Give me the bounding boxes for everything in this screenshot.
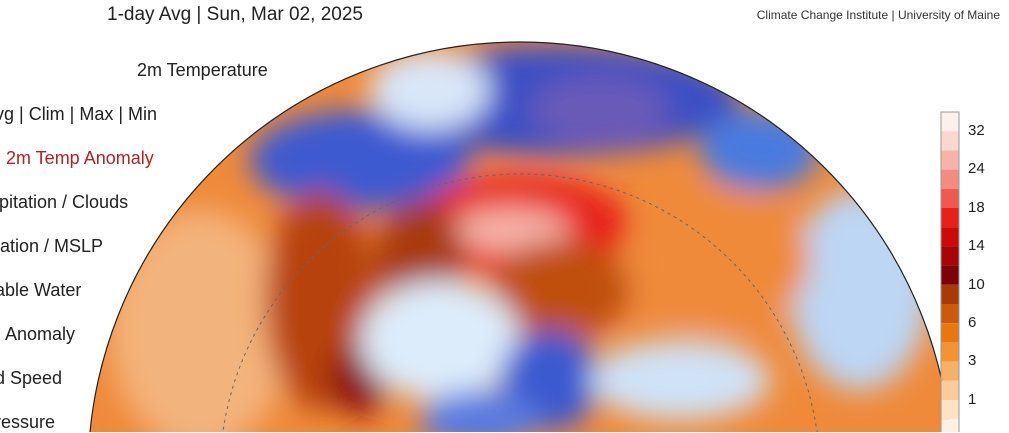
colorbar-label: 1 xyxy=(968,390,977,408)
colorbar-swatch xyxy=(941,419,959,432)
menu-item[interactable]: ressure xyxy=(0,412,56,432)
menu-item[interactable]: tation / MSLP xyxy=(0,236,104,256)
globe xyxy=(88,42,952,432)
colorbar-swatch xyxy=(941,323,959,343)
colorbar-frame xyxy=(940,111,960,432)
colorbar-label: 6 xyxy=(968,314,977,331)
colorbar-swatch xyxy=(941,361,959,381)
colorbar-label: 10 xyxy=(968,275,985,293)
colorbar-label: 14 xyxy=(968,237,985,255)
colorbar xyxy=(940,111,960,432)
colorbar-swatch xyxy=(941,208,959,228)
credit: Climate Change Institute | University of… xyxy=(756,8,1000,22)
colorbar-swatch xyxy=(941,304,959,324)
colorbar-swatch xyxy=(941,342,959,362)
colorbar-swatch xyxy=(941,169,959,189)
colorbar-swatch xyxy=(941,150,959,170)
colorbar-swatch xyxy=(941,131,959,151)
colorbar-label: 18 xyxy=(968,198,985,216)
menu-item[interactable]: Anomaly xyxy=(5,324,76,344)
colorbar-swatch xyxy=(941,227,959,247)
menu-item[interactable]: vg | Clim | Max | Min xyxy=(0,104,158,124)
menu-item[interactable]: 2m Temp Anomaly xyxy=(6,148,154,168)
colorbar-swatch xyxy=(941,380,959,400)
subtitle: 1-day Avg | Sun, Mar 02, 2025 xyxy=(107,4,363,25)
colorbar-swatch xyxy=(941,188,959,208)
colorbar-swatch xyxy=(941,112,959,132)
menu-item[interactable]: able Water xyxy=(0,280,82,300)
colorbar-swatch xyxy=(941,400,959,420)
menu-item[interactable]: ipitation / Clouds xyxy=(0,192,129,212)
colorbar-swatch xyxy=(941,246,959,266)
colorbar-label: 24 xyxy=(968,160,985,178)
colorbar-label: 32 xyxy=(968,122,985,139)
menu-item[interactable]: 2m Temperature xyxy=(137,60,268,80)
colorbar-label: 3 xyxy=(968,352,977,370)
menu-item[interactable]: d Speed xyxy=(0,368,63,388)
colorbar-swatch xyxy=(941,284,959,304)
colorbar-swatch xyxy=(941,265,959,285)
